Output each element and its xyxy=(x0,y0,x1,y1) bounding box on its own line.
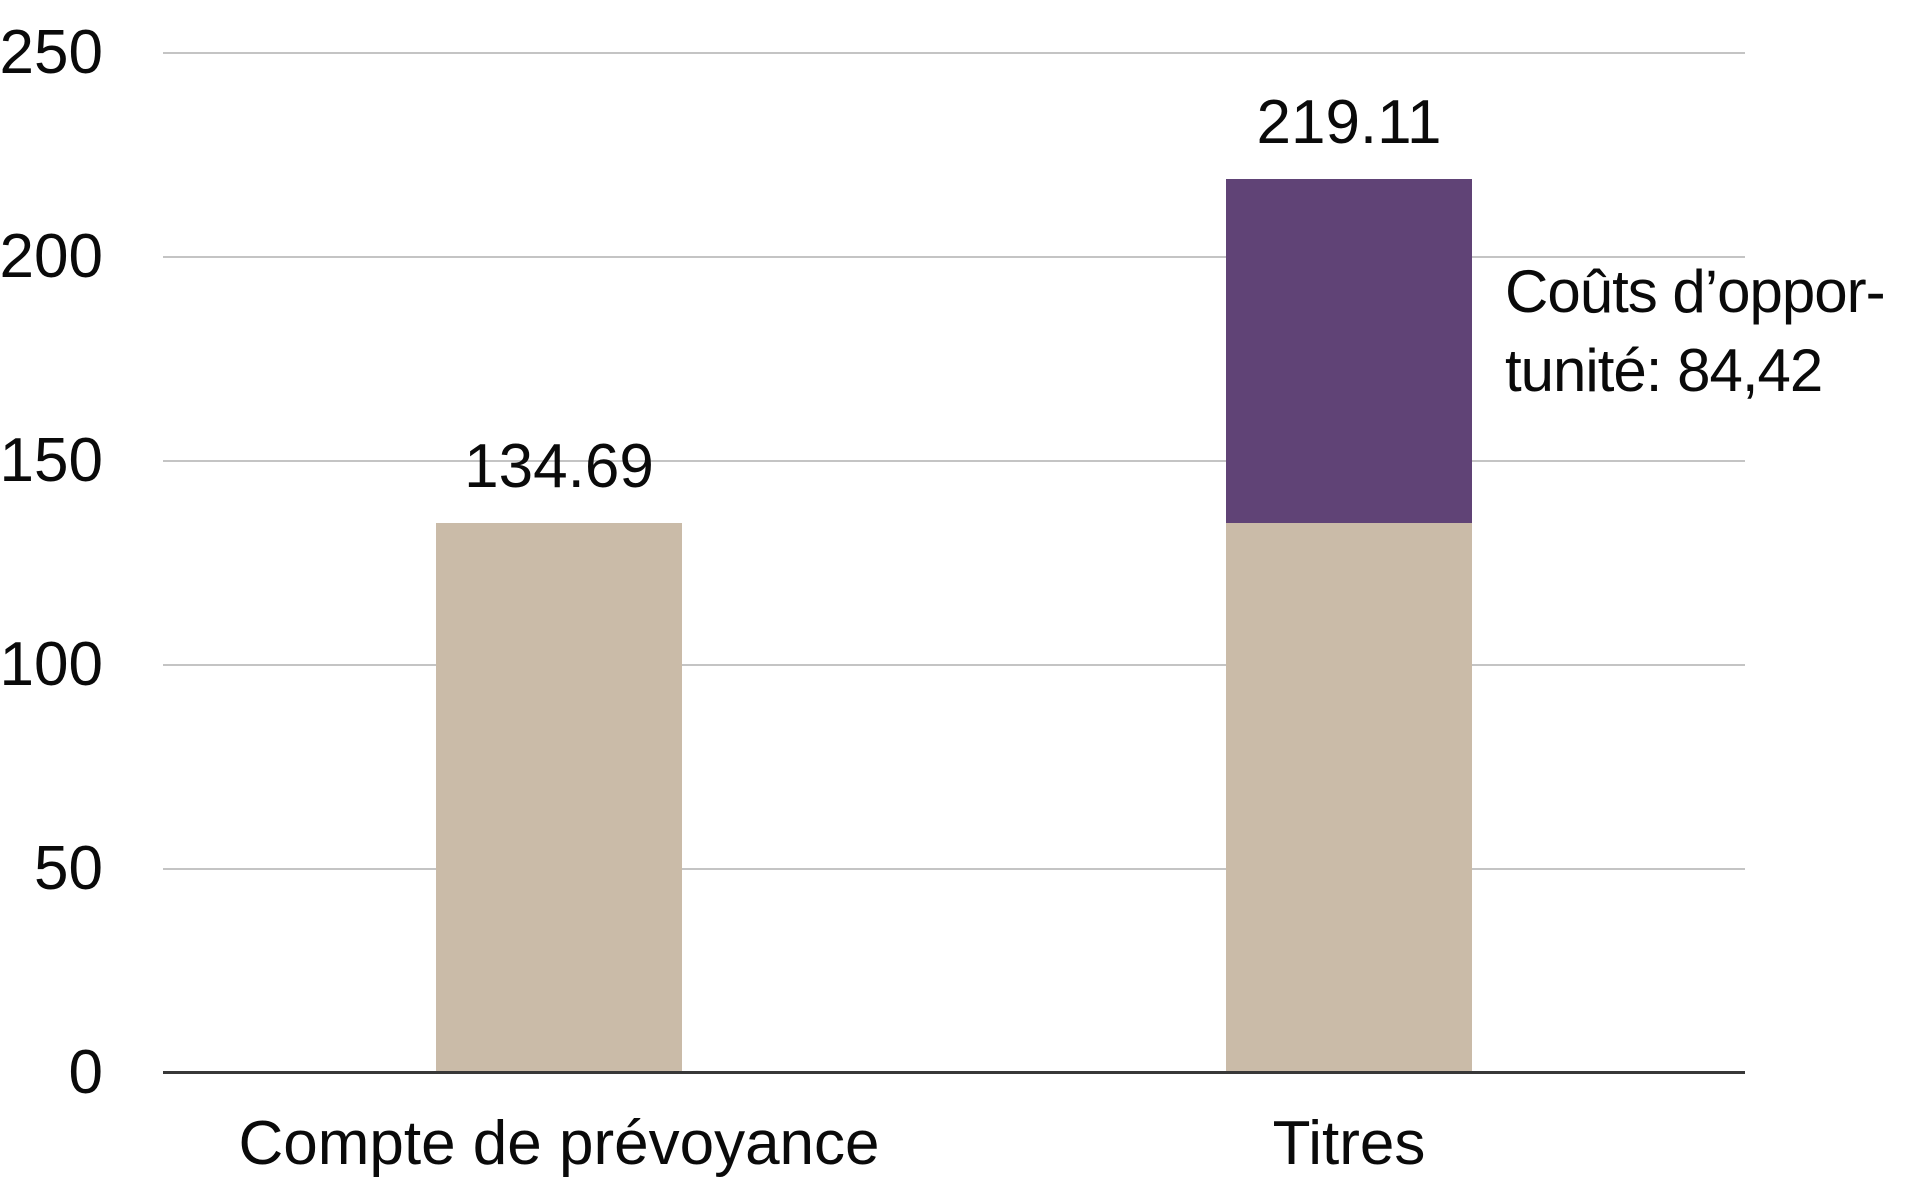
annotation-line: tunité: 84,42 xyxy=(1505,337,1823,404)
annotation: Coûts d’oppor- tunité: 84,42 xyxy=(1505,252,1886,410)
y-tick-label: 250 xyxy=(0,18,103,87)
bar-segment-couts-d-opportunite xyxy=(1226,179,1472,524)
bar-value-label: 219.11 xyxy=(1256,88,1442,158)
gridline xyxy=(163,52,1745,54)
y-tick-label: 100 xyxy=(0,630,103,699)
y-tick-label: 200 xyxy=(0,222,103,291)
category-label: Compte de prévoyance xyxy=(238,1109,880,1178)
gridline xyxy=(163,256,1745,258)
gridline xyxy=(163,868,1745,870)
bar-segment-valeur-de-base xyxy=(436,523,682,1071)
annotation-line: Coûts d’oppor- xyxy=(1505,258,1886,325)
x-axis-line xyxy=(163,1071,1745,1074)
y-tick-label: 0 xyxy=(68,1038,103,1107)
category-label: Titres xyxy=(1272,1109,1426,1178)
bar-value-label: 134.69 xyxy=(464,432,654,502)
gridline xyxy=(163,664,1745,666)
y-tick-label: 150 xyxy=(0,426,103,495)
y-tick-label: 50 xyxy=(34,834,103,903)
bar-segment-valeur-de-base xyxy=(1226,523,1472,1071)
gridline xyxy=(163,460,1745,462)
